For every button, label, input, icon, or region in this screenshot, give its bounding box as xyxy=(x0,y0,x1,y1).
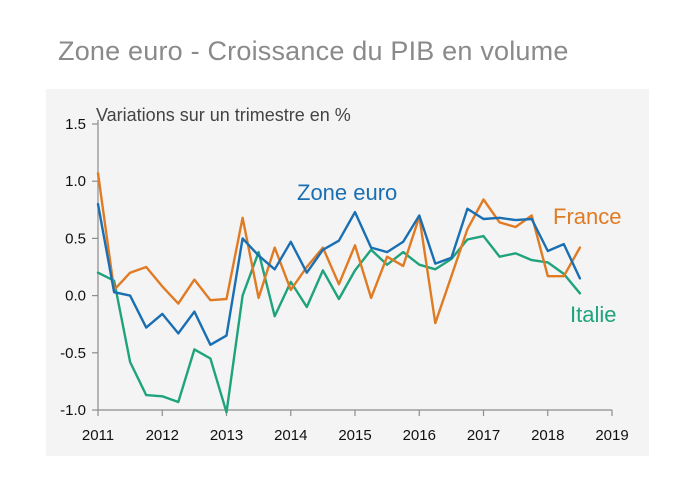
x-tick-label: 2012 xyxy=(146,427,179,444)
series-label-france: France xyxy=(553,204,621,229)
series-label-italie: Italie xyxy=(570,302,616,327)
y-tick-label: 1.5 xyxy=(65,116,86,133)
series-line-italie xyxy=(96,234,582,414)
y-tick-label: 0.0 xyxy=(65,288,86,305)
y-tick-label: 1.0 xyxy=(65,173,86,190)
x-tick-label: 2015 xyxy=(338,427,371,444)
y-axis-unit-label: Variations sur un trimestre en % xyxy=(96,105,351,125)
y-tick-label: 0.5 xyxy=(65,230,86,247)
x-tick-label: 2019 xyxy=(595,427,628,444)
series-line-zone-euro xyxy=(96,202,582,346)
x-tick-label: 2014 xyxy=(274,427,307,444)
y-tick-label: -0.5 xyxy=(60,345,86,362)
x-tick-label: 2018 xyxy=(531,427,564,444)
x-tick-label: 2011 xyxy=(82,427,114,444)
y-tick-label: -1.0 xyxy=(60,402,86,419)
series-label-zone-euro: Zone euro xyxy=(297,180,397,205)
x-tick-label: 2017 xyxy=(467,427,500,444)
series-line-france xyxy=(96,171,582,325)
x-tick-label: 2016 xyxy=(403,427,436,444)
x-tick-label: 2013 xyxy=(210,427,243,444)
chart-title: Zone euro - Croissance du PIB en volume xyxy=(58,36,569,66)
